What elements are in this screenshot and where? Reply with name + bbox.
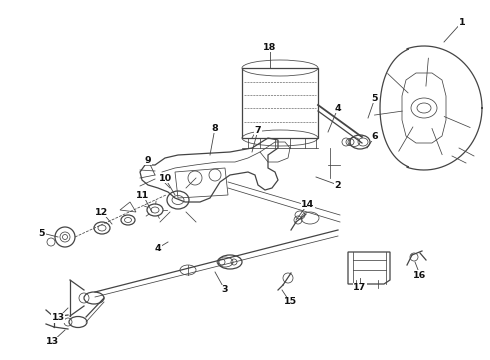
Text: 4: 4 [155, 243, 161, 252]
Text: 13: 13 [46, 338, 59, 346]
Text: 8: 8 [212, 123, 219, 132]
Text: 16: 16 [414, 270, 427, 279]
Text: 5: 5 [372, 94, 378, 103]
Text: 5: 5 [39, 229, 45, 238]
Text: 13: 13 [51, 314, 65, 323]
Text: 10: 10 [158, 174, 172, 183]
Text: 17: 17 [353, 284, 367, 292]
Text: 9: 9 [145, 156, 151, 165]
Text: 18: 18 [263, 42, 277, 51]
Text: 6: 6 [372, 131, 378, 140]
Text: 14: 14 [301, 199, 315, 208]
Text: 2: 2 [335, 180, 342, 189]
Text: 7: 7 [255, 126, 261, 135]
Text: 12: 12 [96, 207, 109, 216]
Text: 15: 15 [283, 297, 296, 306]
Text: 11: 11 [136, 190, 149, 199]
Text: 3: 3 [222, 285, 228, 294]
Text: 4: 4 [335, 104, 342, 113]
Text: 1: 1 [459, 18, 466, 27]
